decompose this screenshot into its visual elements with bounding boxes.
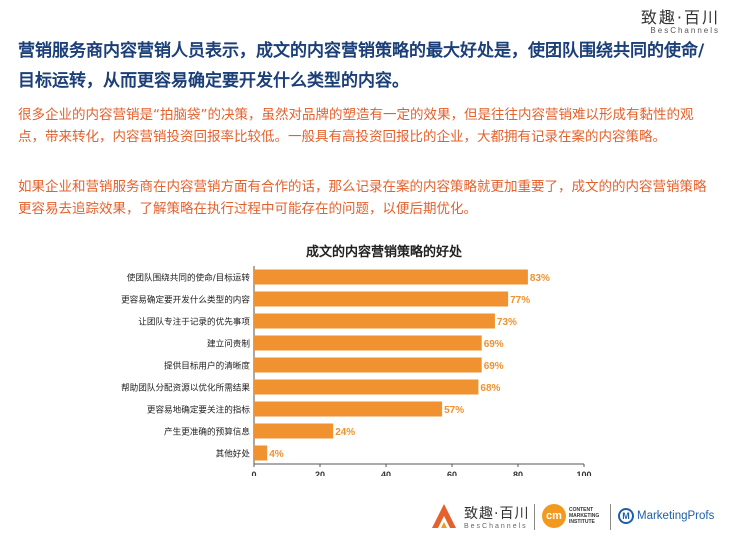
category-label: 产生更准确的预算信息 xyxy=(164,426,250,438)
cmi-logo: cm CONTENT MARKETING INSTITUTE xyxy=(542,504,599,528)
brand-mark-icon xyxy=(432,504,456,528)
brand-sub: BesChannels xyxy=(650,26,720,35)
category-label: 使团队围绕共同的使命/目标运转 xyxy=(127,272,251,284)
x-tick-label: 20 xyxy=(315,470,325,476)
marketingprofs-mark-icon: M xyxy=(618,508,634,524)
category-label: 提供目标用户的清晰度 xyxy=(164,360,250,372)
cmi-mark-icon: cm xyxy=(542,504,566,528)
divider xyxy=(534,504,535,530)
bar xyxy=(254,335,482,351)
category-label: 更容易确定要开发什么类型的内容 xyxy=(121,294,250,306)
footer-logos: 致趣·百川 BesChannels cm CONTENT MARKETING I… xyxy=(430,498,734,538)
category-label: 更容易地确定要关注的指标 xyxy=(147,404,251,416)
x-tick-label: 100 xyxy=(576,470,591,476)
bar xyxy=(254,401,443,417)
bar xyxy=(254,423,334,439)
footer-brand-sub: BesChannels xyxy=(464,522,528,530)
paragraph-1: 很多企业的内容营销是“拍脑袋”的决策，虽然对品牌的塑造有一定的效果，但是往往内容… xyxy=(18,107,694,145)
bar xyxy=(254,379,479,395)
bar xyxy=(254,313,495,329)
marketingprofs-logo: M MarketingProfs xyxy=(618,508,714,524)
x-tick-label: 60 xyxy=(447,470,457,476)
bar xyxy=(254,269,528,285)
divider xyxy=(610,504,611,530)
x-tick-label: 80 xyxy=(513,470,523,476)
data-label: 83% xyxy=(530,273,550,284)
brand-name: 致趣·百川 xyxy=(640,8,720,27)
bar xyxy=(254,291,509,307)
cmi-line-1: CONTENT xyxy=(569,507,594,513)
cmi-line-3: INSTITUTE xyxy=(569,519,595,525)
x-tick-label: 0 xyxy=(251,470,256,476)
paragraph-2: 如果企业和营销服务商在内容营销方面有合作的话，那么记录在案的内容策略就更加重要了… xyxy=(18,179,707,217)
data-label: 69% xyxy=(484,361,504,372)
data-label: 73% xyxy=(497,317,517,328)
bar xyxy=(254,445,268,461)
bar xyxy=(254,357,482,373)
footer-brand-name: 致趣·百川 xyxy=(464,505,530,522)
marketingprofs-name: MarketingProfs xyxy=(637,510,715,522)
bar-chart: 成文的内容营销策略的好处 使团队围绕共同的使命/目标运转 83% 更容易确定要开发什… xyxy=(121,244,591,476)
category-label: 建立问责制 xyxy=(207,338,250,350)
data-label: 24% xyxy=(335,427,355,438)
data-label: 68% xyxy=(480,383,500,394)
data-label: 77% xyxy=(510,295,530,306)
category-label: 让团队专注于记录的优先事项 xyxy=(138,316,250,328)
category-label: 其他好处 xyxy=(216,448,251,460)
chart-title: 成文的内容营销策略的好处 xyxy=(306,244,463,260)
category-label: 帮助团队分配资源以优化所需结果 xyxy=(121,382,250,394)
data-label: 4% xyxy=(269,449,284,460)
headline: 营销服务商内容营销人员表示，成文的内容营销策略的最大好处是，使团队围绕共同的使命… xyxy=(18,41,705,91)
cmi-line-2: MARKETING xyxy=(569,513,600,519)
footer-brand-logo: 致趣·百川 BesChannels xyxy=(430,502,529,530)
data-label: 57% xyxy=(444,405,464,416)
brand-logo-top: 致趣·百川 BesChannels xyxy=(641,4,720,35)
data-label: 69% xyxy=(484,339,504,350)
x-tick-label: 40 xyxy=(381,470,391,476)
